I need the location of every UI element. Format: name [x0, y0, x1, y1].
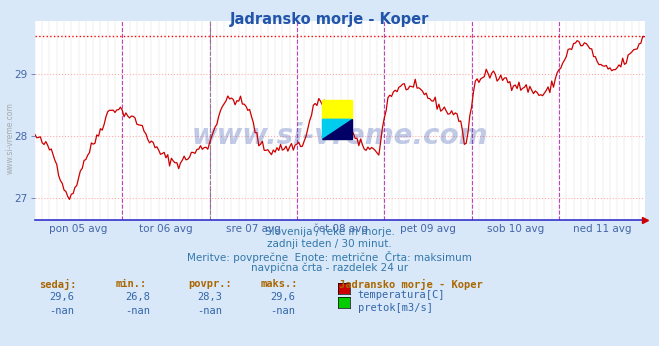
- Text: -nan: -nan: [125, 306, 150, 316]
- Text: www.si-vreme.com: www.si-vreme.com: [192, 122, 488, 150]
- Text: 29,6: 29,6: [270, 292, 295, 302]
- Text: Jadransko morje - Koper: Jadransko morje - Koper: [339, 279, 483, 290]
- Text: povpr.:: povpr.:: [188, 279, 231, 289]
- Bar: [322, 100, 351, 119]
- Text: Slovenija / reke in morje.: Slovenija / reke in morje.: [264, 227, 395, 237]
- Text: Meritve: povprečne  Enote: metrične  Črta: maksimum: Meritve: povprečne Enote: metrične Črta:…: [187, 251, 472, 263]
- Text: Jadransko morje - Koper: Jadransko morje - Koper: [230, 12, 429, 27]
- Text: 26,8: 26,8: [125, 292, 150, 302]
- Text: pretok[m3/s]: pretok[m3/s]: [358, 303, 433, 313]
- Text: min.:: min.:: [115, 279, 146, 289]
- Polygon shape: [322, 119, 351, 139]
- Text: zadnji teden / 30 minut.: zadnji teden / 30 minut.: [267, 239, 392, 249]
- Text: 28,3: 28,3: [198, 292, 223, 302]
- Text: 29,6: 29,6: [49, 292, 74, 302]
- Text: maks.:: maks.:: [260, 279, 298, 289]
- Text: -nan: -nan: [49, 306, 74, 316]
- Text: -nan: -nan: [198, 306, 223, 316]
- Text: temperatura[C]: temperatura[C]: [358, 290, 445, 300]
- Text: navpična črta - razdelek 24 ur: navpična črta - razdelek 24 ur: [251, 263, 408, 273]
- Text: sedaj:: sedaj:: [40, 279, 77, 290]
- Text: www.si-vreme.com: www.si-vreme.com: [5, 102, 14, 174]
- Text: -nan: -nan: [270, 306, 295, 316]
- Polygon shape: [322, 119, 351, 139]
